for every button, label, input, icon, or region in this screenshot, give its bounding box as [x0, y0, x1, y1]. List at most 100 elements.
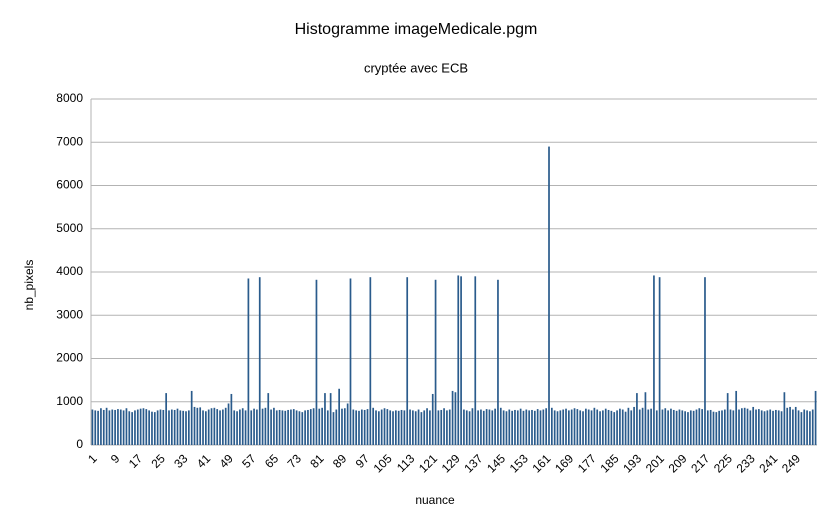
x-tick-label: 17 — [126, 451, 146, 471]
bar — [582, 411, 584, 445]
bar — [516, 410, 519, 445]
bar — [193, 406, 196, 445]
bar — [210, 408, 213, 445]
bar — [667, 410, 669, 445]
bar — [230, 393, 233, 445]
bar — [139, 408, 142, 445]
bar — [672, 409, 675, 445]
bar — [502, 410, 505, 445]
bar — [256, 409, 258, 445]
bar — [179, 410, 182, 445]
bar — [644, 392, 647, 445]
bar — [519, 408, 522, 445]
bar — [363, 409, 366, 445]
bar — [420, 412, 423, 445]
bar — [156, 410, 159, 445]
bar — [117, 409, 119, 445]
bar — [468, 411, 471, 445]
bar — [488, 409, 491, 445]
bar — [752, 406, 755, 445]
bar — [287, 409, 289, 445]
bar — [397, 410, 400, 445]
bar — [145, 409, 148, 445]
bar — [216, 409, 219, 445]
bar — [536, 409, 539, 445]
bar — [414, 411, 417, 445]
bar — [380, 409, 383, 445]
bar — [111, 409, 114, 445]
bar — [273, 407, 275, 445]
bar — [236, 411, 238, 445]
bar — [244, 410, 247, 445]
x-tick-label: 9 — [108, 451, 123, 466]
bar — [482, 410, 485, 445]
bar — [451, 390, 454, 445]
bar — [593, 407, 596, 445]
bar — [312, 408, 315, 445]
bar — [338, 388, 340, 445]
bar — [755, 409, 757, 445]
bar — [409, 409, 411, 445]
bar — [91, 409, 94, 445]
bar — [570, 409, 573, 445]
bar — [119, 409, 122, 445]
bar — [301, 412, 304, 445]
bar — [613, 412, 616, 445]
bar — [239, 409, 241, 445]
bar — [758, 409, 760, 445]
bar — [343, 408, 346, 445]
bar — [777, 410, 780, 445]
bar — [740, 408, 743, 445]
bar — [446, 410, 448, 445]
bar — [539, 410, 542, 445]
bar — [602, 410, 604, 445]
bar — [431, 393, 434, 445]
bar — [485, 409, 488, 445]
bar — [463, 409, 465, 445]
bar — [528, 410, 531, 445]
y-tick-label: 6000 — [56, 178, 83, 192]
bar — [315, 279, 318, 445]
bar — [499, 407, 502, 445]
bar — [358, 410, 360, 445]
x-tick-label: 137 — [461, 451, 485, 475]
bar — [514, 409, 516, 445]
bar — [738, 409, 740, 445]
bar — [590, 410, 593, 445]
bar — [692, 410, 695, 445]
bar — [638, 409, 641, 445]
x-tick-label: 129 — [439, 451, 463, 475]
bar — [769, 409, 772, 445]
bar — [185, 411, 187, 445]
bar — [227, 403, 230, 445]
bar — [105, 407, 108, 445]
bar — [723, 409, 726, 445]
bar — [803, 409, 806, 445]
bar — [505, 411, 508, 445]
bar — [222, 409, 224, 445]
bar — [457, 275, 460, 445]
x-tick-label: 1 — [85, 451, 100, 466]
bar — [196, 407, 199, 445]
bar — [636, 393, 638, 445]
x-tick-label: 233 — [734, 451, 758, 475]
bar — [576, 409, 579, 445]
bar — [695, 409, 698, 445]
bar — [621, 409, 624, 445]
bar — [264, 407, 267, 445]
bar — [448, 409, 451, 445]
bar — [199, 407, 202, 445]
bar — [701, 409, 703, 445]
bar — [298, 411, 301, 445]
bar — [173, 409, 176, 445]
bar — [148, 410, 150, 445]
bar — [332, 412, 335, 445]
x-tick-label: 81 — [307, 451, 327, 471]
bar — [792, 409, 794, 445]
x-tick-label: 41 — [194, 451, 214, 471]
bar — [440, 409, 443, 445]
bar — [587, 409, 590, 445]
bar — [233, 410, 236, 445]
chart-title: Histogramme imageMedicale.pgm — [295, 21, 538, 38]
